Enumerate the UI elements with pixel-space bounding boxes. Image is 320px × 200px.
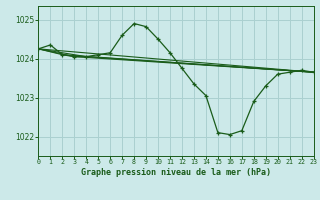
X-axis label: Graphe pression niveau de la mer (hPa): Graphe pression niveau de la mer (hPa) (81, 168, 271, 177)
